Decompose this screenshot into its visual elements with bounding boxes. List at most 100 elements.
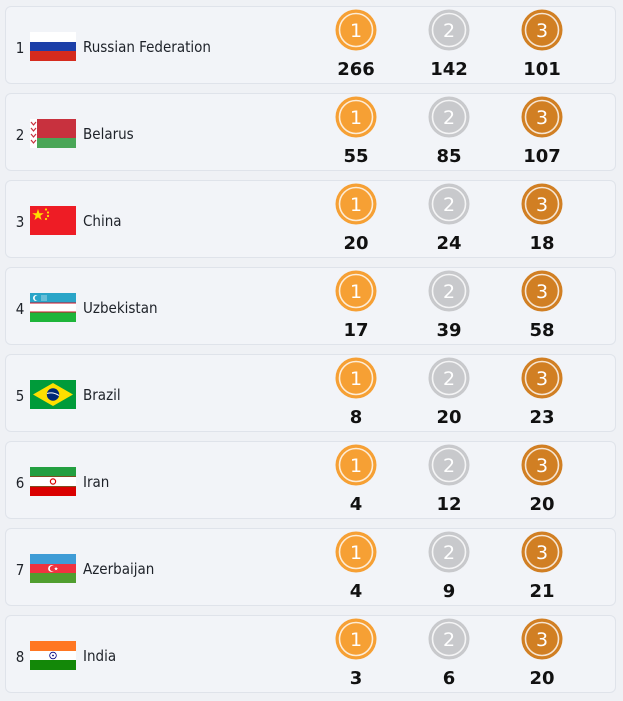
country-name[interactable]: China <box>83 212 122 230</box>
bronze-medal-count: 18 <box>529 233 555 254</box>
rank-number: 3 <box>15 213 25 231</box>
medal-table-row[interactable]: 4 Uzbekistan 1 17 2 39 3 58 <box>5 267 616 345</box>
gold-medal-count: 20 <box>343 233 369 254</box>
silver-medal-count: 39 <box>436 320 462 341</box>
medal-table-row[interactable]: 3 China 1 20 2 24 3 18 <box>5 180 616 258</box>
svg-text:3: 3 <box>536 20 548 42</box>
gold-medal-count: 17 <box>343 320 369 341</box>
silver-medal-count: 20 <box>436 407 462 428</box>
brazil-flag <box>30 380 76 409</box>
svg-text:3: 3 <box>536 629 548 651</box>
silver-medal-count: 9 <box>442 581 456 602</box>
silver-medal-icon: 2 <box>428 531 470 573</box>
medal-table-row[interactable]: 2 Belarus 1 55 2 85 3 107 <box>5 93 616 171</box>
gold-medal-icon: 1 <box>335 270 377 312</box>
bronze-medal-icon: 3 <box>521 531 563 573</box>
svg-text:3: 3 <box>536 455 548 477</box>
bronze-medal-count: 101 <box>523 59 561 80</box>
bronze-medal-icon: 3 <box>521 183 563 225</box>
svg-text:1: 1 <box>350 281 362 303</box>
medal-table-row[interactable]: 1 Russian Federation 1 266 2 142 3 101 <box>5 6 616 84</box>
svg-text:2: 2 <box>443 107 455 129</box>
svg-text:2: 2 <box>443 629 455 651</box>
svg-text:2: 2 <box>443 20 455 42</box>
rank-number: 5 <box>15 387 25 405</box>
silver-medal-icon: 2 <box>428 270 470 312</box>
bronze-medal-icon: 3 <box>521 618 563 660</box>
gold-medal-icon: 1 <box>335 357 377 399</box>
svg-text:3: 3 <box>536 194 548 216</box>
bronze-medal-count: 21 <box>529 581 555 602</box>
uzbekistan-flag <box>30 293 76 322</box>
gold-medal-count: 266 <box>337 59 375 80</box>
svg-text:3: 3 <box>536 542 548 564</box>
gold-medal-icon: 1 <box>335 96 377 138</box>
country-name[interactable]: India <box>83 647 117 665</box>
rank-number: 2 <box>15 126 25 144</box>
bronze-medal-icon: 3 <box>521 270 563 312</box>
bronze-medal-icon: 3 <box>521 9 563 51</box>
rank-number: 1 <box>15 39 25 57</box>
silver-medal-icon: 2 <box>428 357 470 399</box>
silver-medal-icon: 2 <box>428 618 470 660</box>
country-name[interactable]: Uzbekistan <box>83 299 158 317</box>
silver-medal-icon: 2 <box>428 444 470 486</box>
country-name[interactable]: Brazil <box>83 386 121 404</box>
silver-medal-count: 6 <box>442 668 456 689</box>
india-flag <box>30 641 76 670</box>
silver-medal-count: 85 <box>436 146 462 167</box>
country-name[interactable]: Iran <box>83 473 110 491</box>
gold-medal-icon: 1 <box>335 183 377 225</box>
svg-text:2: 2 <box>443 542 455 564</box>
azerbaijan-flag <box>30 554 76 583</box>
country-name[interactable]: Belarus <box>83 125 134 143</box>
silver-medal-count: 12 <box>436 494 462 515</box>
country-name[interactable]: Azerbaijan <box>83 560 155 578</box>
bronze-medal-count: 107 <box>523 146 561 167</box>
bronze-medal-icon: 3 <box>521 357 563 399</box>
svg-text:3: 3 <box>536 368 548 390</box>
svg-text:3: 3 <box>536 281 548 303</box>
svg-text:2: 2 <box>443 368 455 390</box>
gold-medal-icon: 1 <box>335 618 377 660</box>
gold-medal-count: 4 <box>349 494 363 515</box>
svg-text:1: 1 <box>350 542 362 564</box>
svg-text:1: 1 <box>350 368 362 390</box>
russia-flag <box>30 32 76 61</box>
bronze-medal-count: 20 <box>529 494 555 515</box>
svg-text:2: 2 <box>443 455 455 477</box>
silver-medal-icon: 2 <box>428 9 470 51</box>
gold-medal-count: 4 <box>349 581 363 602</box>
svg-text:3: 3 <box>536 107 548 129</box>
rank-number: 6 <box>15 474 25 492</box>
silver-medal-count: 24 <box>436 233 462 254</box>
svg-text:1: 1 <box>350 629 362 651</box>
gold-medal-count: 55 <box>343 146 369 167</box>
gold-medal-icon: 1 <box>335 531 377 573</box>
gold-medal-icon: 1 <box>335 9 377 51</box>
svg-text:1: 1 <box>350 107 362 129</box>
svg-text:1: 1 <box>350 194 362 216</box>
svg-text:2: 2 <box>443 194 455 216</box>
bronze-medal-icon: 3 <box>521 444 563 486</box>
bronze-medal-count: 20 <box>529 668 555 689</box>
rank-number: 8 <box>15 648 25 666</box>
medal-table-row[interactable]: 6 Iran 1 4 2 12 3 20 <box>5 441 616 519</box>
rank-number: 4 <box>15 300 25 318</box>
gold-medal-count: 3 <box>349 668 363 689</box>
silver-medal-icon: 2 <box>428 96 470 138</box>
gold-medal-count: 8 <box>349 407 363 428</box>
bronze-medal-icon: 3 <box>521 96 563 138</box>
svg-text:2: 2 <box>443 281 455 303</box>
rank-number: 7 <box>15 561 25 579</box>
belarus-flag <box>30 119 76 148</box>
medal-table-row[interactable]: 7 Azerbaijan 1 4 2 9 3 21 <box>5 528 616 606</box>
bronze-medal-count: 58 <box>529 320 555 341</box>
country-name[interactable]: Russian Federation <box>83 38 211 56</box>
medal-table-row[interactable]: 8 India 1 3 2 6 3 20 <box>5 615 616 693</box>
bronze-medal-count: 23 <box>529 407 555 428</box>
medal-table-row[interactable]: 5 Brazil 1 8 2 20 3 23 <box>5 354 616 432</box>
silver-medal-count: 142 <box>430 59 468 80</box>
china-flag <box>30 206 76 235</box>
svg-text:1: 1 <box>350 455 362 477</box>
